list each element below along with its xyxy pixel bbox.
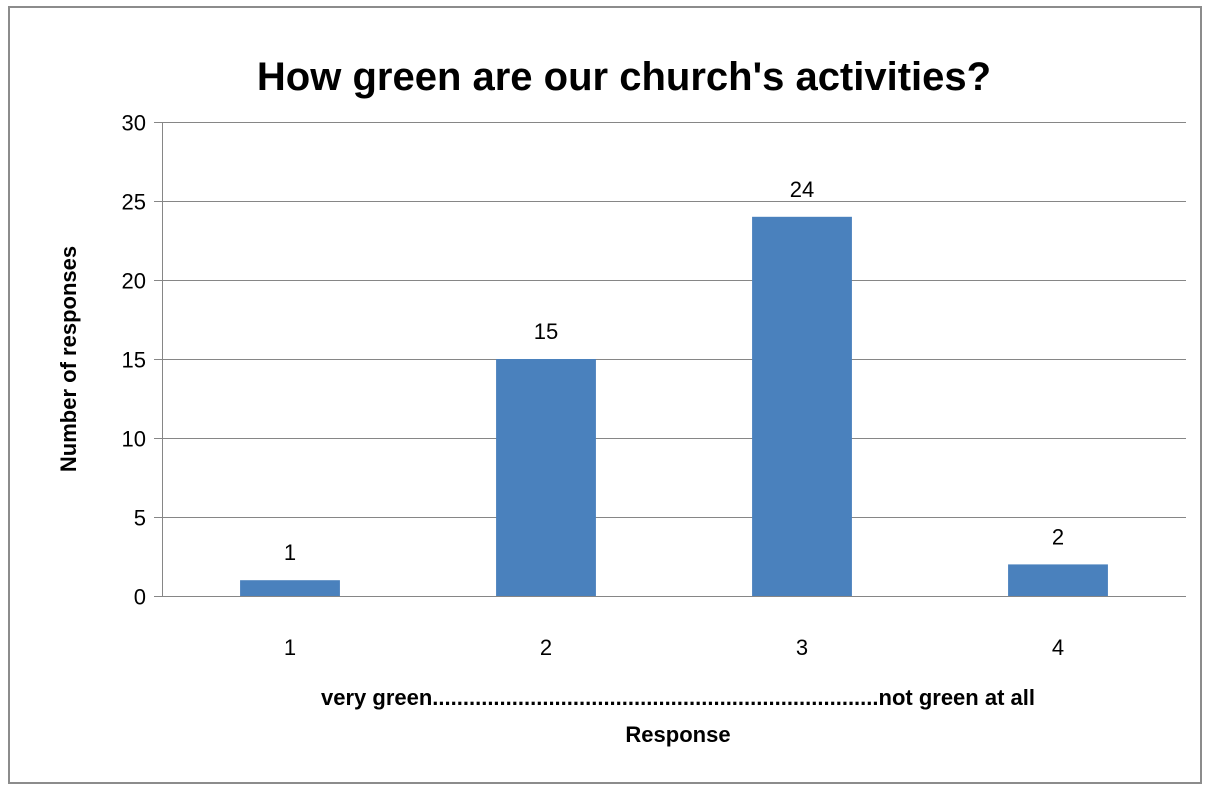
- y-tick-label: 15: [122, 348, 146, 373]
- y-tick-label: 10: [122, 427, 146, 452]
- chart-frame: [8, 6, 1202, 784]
- bars: [240, 216, 1108, 597]
- x-tick-label-1: 1: [284, 635, 296, 660]
- data-labels: 1 15 24 2: [284, 177, 1064, 565]
- data-label-1: 1: [284, 540, 296, 565]
- bar-3: [752, 216, 852, 597]
- data-label-3: 24: [790, 177, 814, 202]
- y-axis-title: Number of responses: [56, 246, 81, 472]
- x-axis-ticks: 1 2 3 4: [284, 635, 1064, 660]
- chart-title: How green are our church's activities?: [257, 55, 991, 99]
- x-tick-label-4: 4: [1052, 635, 1064, 660]
- x-axis-title: Response: [625, 722, 730, 747]
- x-axis-scale-label: very green..............................…: [321, 685, 1035, 710]
- bar-4: [1008, 564, 1108, 596]
- bar-1: [240, 580, 340, 596]
- y-tick-label: 30: [122, 111, 146, 136]
- y-tick-label: 20: [122, 269, 146, 294]
- data-label-2: 15: [534, 319, 558, 344]
- y-axis-ticks: 0 5 10 15 20 25 30: [122, 111, 146, 610]
- bar-2: [496, 359, 596, 596]
- x-tick-label-2: 2: [540, 635, 552, 660]
- y-tick-label: 25: [122, 190, 146, 215]
- gridlines: [154, 122, 1186, 597]
- y-tick-label: 5: [134, 506, 146, 531]
- y-tick-label: 0: [134, 585, 146, 610]
- data-label-4: 2: [1052, 524, 1064, 549]
- x-tick-label-3: 3: [796, 635, 808, 660]
